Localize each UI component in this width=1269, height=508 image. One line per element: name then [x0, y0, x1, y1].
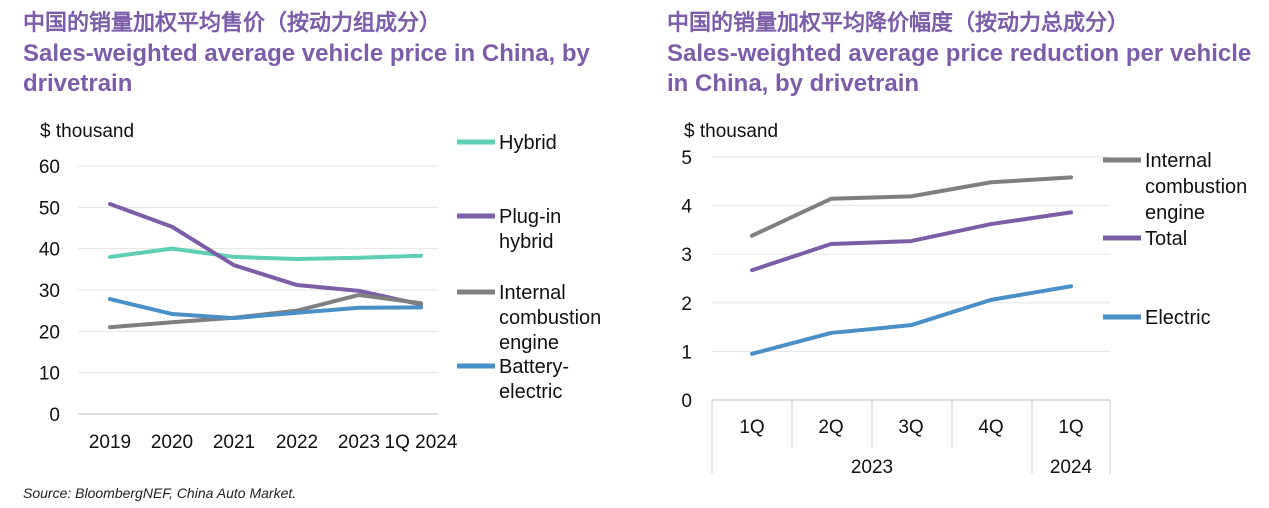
right-x-tick-label: 1Q	[1058, 417, 1083, 438]
left-legend-label-1: Plug-in hybrid	[499, 206, 561, 253]
right-series-line-2	[750, 284, 1073, 356]
left-y-tick-label: 10	[39, 364, 60, 385]
left-x-tick-label: 1Q 2024	[385, 432, 458, 453]
left-y-tick-label: 50	[39, 198, 60, 219]
left-x-tick-label: 2022	[276, 432, 318, 453]
left-y-tick-label: 20	[39, 322, 60, 343]
left-series-line-0	[108, 246, 423, 261]
left-legend-label-2: Internal combustion engine	[499, 282, 601, 354]
left-legend-label-3: Battery-electric	[499, 356, 569, 403]
right-chart-title: 中国的销量加权平均降价幅度（按动力总成分） Sales-weighted ave…	[667, 9, 1257, 99]
right-x-tick-label: 2Q	[818, 417, 843, 438]
left-x-tick-label: 2021	[213, 432, 255, 453]
left-chart-title-en: Sales-weighted average vehicle price in …	[23, 40, 590, 97]
right-y-tick-label: 0	[681, 391, 692, 412]
right-y-tick-label: 5	[681, 148, 692, 169]
left-y-tick-label: 60	[39, 157, 60, 178]
right-y-tick-label: 1	[681, 342, 692, 363]
right-x-tick-label: 4Q	[978, 417, 1003, 438]
left-series-line-3	[108, 297, 423, 321]
left-y-tick-label: 40	[39, 240, 60, 261]
left-series-line-1	[108, 202, 423, 307]
left-x-tick-label: 2019	[89, 432, 131, 453]
left-chart-title-cn: 中国的销量加权平均售价（按动力组成分）	[23, 11, 442, 36]
left-legend-label-0: Hybrid	[499, 132, 557, 154]
left-x-tick-label: 2023	[338, 432, 380, 453]
right-x-tick-label: 1Q	[739, 417, 764, 438]
right-x-tick-label: 3Q	[898, 417, 923, 438]
left-x-tick-label: 2020	[151, 432, 193, 453]
right-legend-label-2: Electric	[1145, 307, 1211, 329]
right-year-label: 2023	[851, 457, 893, 478]
right-series-line-1	[750, 210, 1073, 273]
right-y-tick-label: 3	[681, 245, 692, 266]
left-chart-title: 中国的销量加权平均售价（按动力组成分） Sales-weighted avera…	[23, 9, 643, 99]
right-y-tick-label: 4	[681, 197, 692, 218]
right-y-axis-label: $ thousand	[684, 121, 778, 142]
left-y-tick-label: 0	[49, 405, 60, 426]
left-y-tick-label: 30	[39, 281, 60, 302]
right-chart-title-cn: 中国的销量加权平均降价幅度（按动力总成分）	[667, 11, 1130, 36]
left-y-axis-label: $ thousand	[40, 121, 134, 142]
source-note: Source: BloombergNEF, China Auto Market.	[23, 485, 297, 501]
right-legend-label-0: Internal combustion engine	[1145, 150, 1247, 224]
right-y-tick-label: 2	[681, 294, 692, 315]
right-year-label: 2024	[1050, 457, 1093, 478]
right-chart-title-en: Sales-weighted average price reduction p…	[667, 40, 1252, 97]
right-legend-label-1: Total	[1145, 228, 1187, 250]
right-series-line-0	[750, 175, 1073, 238]
